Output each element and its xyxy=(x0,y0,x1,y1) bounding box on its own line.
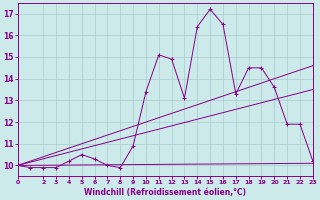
X-axis label: Windchill (Refroidissement éolien,°C): Windchill (Refroidissement éolien,°C) xyxy=(84,188,246,197)
